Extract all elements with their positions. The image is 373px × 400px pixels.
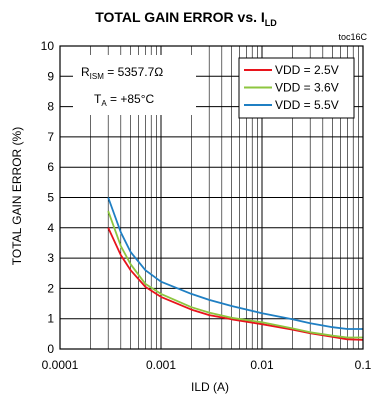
x-tick-label: 0.001 bbox=[146, 358, 176, 372]
y-tick-labels: 0 1 2 3 4 5 6 7 8 9 10 bbox=[41, 39, 55, 356]
x-tick-label: 0.01 bbox=[250, 358, 274, 372]
chart-title-subscript: LD bbox=[265, 18, 277, 28]
annotation-resistance-sub: ISM bbox=[90, 72, 105, 81]
annotation-temperature-value: = +85°C bbox=[107, 92, 155, 106]
x-tick-labels: 0.0001 0.001 0.01 0.1 bbox=[42, 358, 372, 372]
y-tick-label: 6 bbox=[47, 160, 54, 174]
annotation-background bbox=[73, 55, 196, 115]
y-tick-label: 7 bbox=[47, 130, 54, 144]
x-axis-label: ILD (A) bbox=[191, 380, 229, 394]
y-tick-label: 9 bbox=[47, 69, 54, 83]
legend-label: VDD = 3.6V bbox=[275, 81, 339, 95]
annotation-resistance-main: R bbox=[81, 65, 90, 79]
legend-label: VDD = 2.5V bbox=[275, 63, 339, 77]
y-tick-label: 10 bbox=[41, 39, 55, 53]
series-line bbox=[107, 210, 363, 339]
y-axis-label: TOTAL GAIN ERROR (%) bbox=[10, 127, 24, 265]
annotation-temperature-sub: A bbox=[101, 99, 107, 108]
y-tick-label: 2 bbox=[47, 281, 54, 295]
legend-label: VDD = 5.5V bbox=[275, 98, 339, 112]
plot-frame bbox=[59, 45, 364, 350]
y-tick-label: 5 bbox=[47, 191, 54, 205]
y-tick-label: 1 bbox=[47, 312, 54, 326]
annotation-temperature: TA = +85°C bbox=[94, 92, 155, 108]
series-lines bbox=[107, 197, 364, 341]
y-tick-label: 3 bbox=[47, 251, 54, 265]
plot-border bbox=[59, 45, 364, 350]
annotation-box bbox=[73, 55, 196, 115]
x-tick-label: 0.1 bbox=[355, 358, 372, 372]
series-line bbox=[107, 197, 363, 330]
series-line bbox=[107, 227, 364, 341]
annotation-temperature-main: T bbox=[94, 92, 102, 106]
chart-title: TOTAL GAIN ERROR vs. ILD bbox=[95, 9, 277, 28]
annotation-resistance: RISM = 5357.7Ω bbox=[81, 65, 163, 81]
y-tick-label: 8 bbox=[47, 100, 54, 114]
legend: VDD = 2.5V VDD = 3.6V VDD = 5.5V bbox=[238, 57, 355, 119]
y-tick-label: 0 bbox=[47, 342, 54, 356]
x-tick-label: 0.0001 bbox=[42, 358, 79, 372]
y-tick-label: 4 bbox=[47, 221, 54, 235]
chart-title-main: TOTAL GAIN ERROR vs. I bbox=[95, 9, 265, 25]
figure-code: toc16C bbox=[338, 32, 367, 42]
annotation-resistance-value: = 5357.7Ω bbox=[104, 65, 163, 79]
